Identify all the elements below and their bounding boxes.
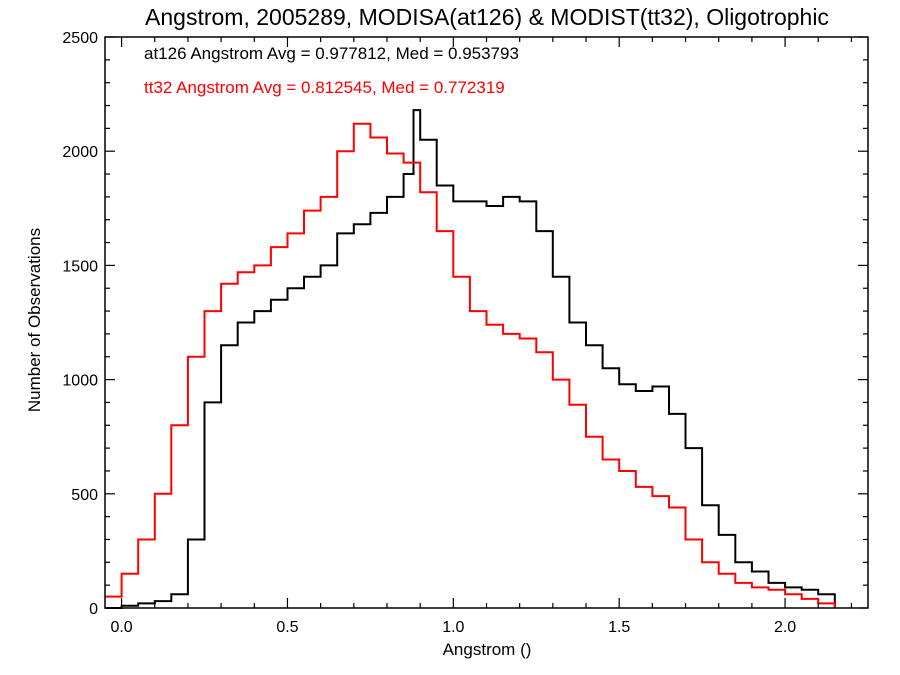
axes-layer: 0.0 0.5 1.0 1.5 2.0 0 500 1000 1500 2000 2500 bbox=[62, 30, 869, 636]
y-tick-label: 0 bbox=[89, 601, 98, 618]
x-tick-label: 0.0 bbox=[110, 619, 132, 636]
x-tick-label: 0.5 bbox=[276, 619, 298, 636]
y-tick-label: 2500 bbox=[62, 30, 98, 47]
series-layer bbox=[105, 109, 836, 609]
legend-entry-at126: at126 Angstrom Avg = 0.977812, Med = 0.9… bbox=[144, 44, 519, 63]
y-tick-label: 1500 bbox=[62, 258, 98, 275]
y-tick-label: 1000 bbox=[62, 373, 98, 390]
series-line-tt32 bbox=[105, 122, 836, 608]
y-tick-label: 500 bbox=[71, 487, 98, 504]
y-tick-label: 2000 bbox=[62, 144, 98, 161]
x-tick-label: 1.5 bbox=[608, 619, 630, 636]
legend-entry-tt32: tt32 Angstrom Avg = 0.812545, Med = 0.77… bbox=[144, 78, 505, 97]
series-line-at126 bbox=[105, 109, 836, 609]
y-axis-label: Number of Observations bbox=[25, 228, 44, 412]
chart-title: Angstrom, 2005289, MODISA(at126) & MODIS… bbox=[145, 4, 829, 30]
x-tick-label: 1.0 bbox=[442, 619, 464, 636]
x-axis-label: Angstrom () bbox=[443, 640, 532, 659]
x-tick-label: 2.0 bbox=[774, 619, 796, 636]
